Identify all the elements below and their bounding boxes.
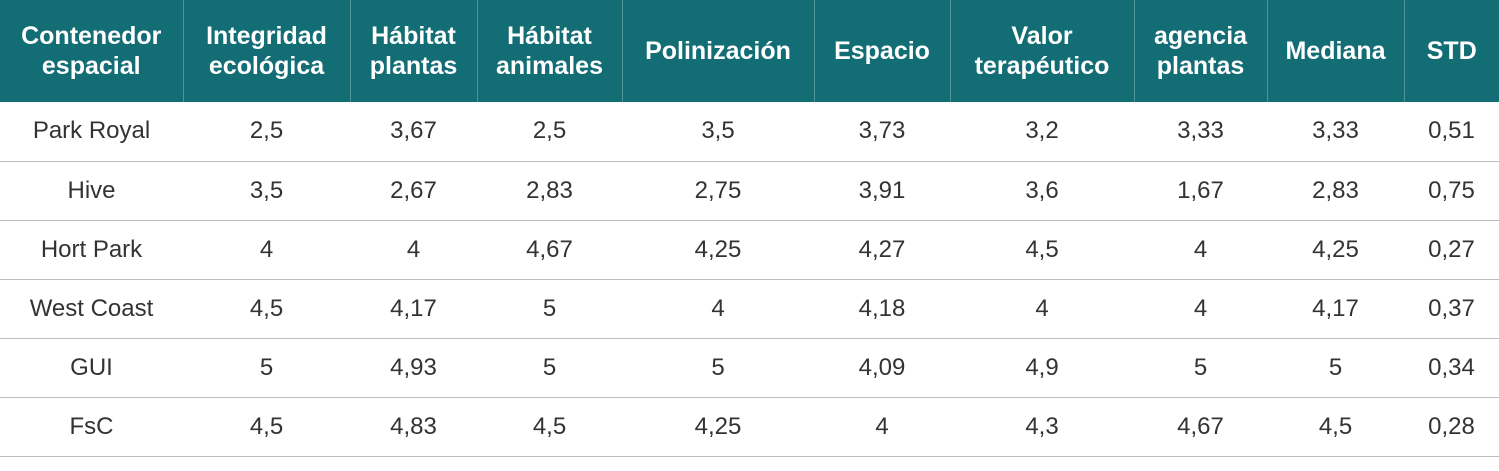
column-header-line: Valor xyxy=(1011,22,1073,50)
table-cell: 0,37 xyxy=(1428,294,1475,322)
table-cell: 4,09 xyxy=(858,353,906,381)
column-header: Espacio xyxy=(814,0,951,102)
column-header-line: plantas xyxy=(1156,52,1245,80)
table-cell: 3,73 xyxy=(858,117,906,145)
table-cell: 0,51 xyxy=(1428,117,1475,145)
table-cell: 5 xyxy=(1193,353,1208,381)
row-label-cell: Park Royal xyxy=(32,117,151,145)
table-body: Park Royal 2,5 3,67 2,5 3,5 3,73 3,2 3,33 3,33 0,… xyxy=(0,102,1499,456)
table-cell: 4 xyxy=(406,235,421,263)
table-row: GUI 5 4,93 5 5 4,09 4,9 5 5 0,34 xyxy=(0,338,1499,397)
row-label-cell: Hive xyxy=(67,176,116,204)
table-cell: 3,6 xyxy=(1025,176,1059,204)
column-header-line: Integridad xyxy=(206,22,327,50)
table-cell: 4,25 xyxy=(694,412,742,440)
column-header: STD xyxy=(1404,0,1499,102)
table-row: Hort Park 4 4 4,67 4,25 4,27 4,5 4 4,25 0,27 xyxy=(0,220,1499,279)
table-cell: 5 xyxy=(1328,353,1343,381)
column-header-line: Espacio xyxy=(834,37,930,65)
table-cell: 4,93 xyxy=(390,353,437,381)
table-cell: 5 xyxy=(711,353,725,381)
table-cell: 3,5 xyxy=(701,117,735,145)
table-cell: 3,33 xyxy=(1177,117,1224,145)
column-header-line: ecológica xyxy=(208,52,325,80)
table-row: West Coast 4,5 4,17 5 4 4,18 4 4 4,17 0,37 xyxy=(0,279,1499,338)
table-cell: 0,34 xyxy=(1428,353,1475,381)
table-cell: 3,5 xyxy=(249,176,284,204)
column-header-line: Hábitat xyxy=(507,22,592,50)
table-cell: 4,5 xyxy=(249,412,284,440)
table-cell: 4,18 xyxy=(858,294,906,322)
column-header: Valor terapéutico xyxy=(950,0,1135,102)
column-header: Integridad ecológica xyxy=(183,0,351,102)
column-header-line: plantas xyxy=(369,52,458,80)
row-label-cell: Hort Park xyxy=(40,235,143,263)
table-row: Park Royal 2,5 3,67 2,5 3,5 3,73 3,2 3,33 3,33 0,… xyxy=(0,102,1499,161)
data-table: Contenedor espacial Integridad ecológica Háb… xyxy=(0,0,1499,456)
table-cell: 3,91 xyxy=(858,176,906,204)
table-cell: 3,33 xyxy=(1312,117,1359,145)
column-header-line: STD xyxy=(1426,37,1477,65)
table-cell: 3,2 xyxy=(1025,117,1059,145)
table-cell: 1,67 xyxy=(1177,176,1224,204)
table-cell: 4 xyxy=(1193,235,1208,263)
table-cell: 4,25 xyxy=(694,235,742,263)
table-cell: 4 xyxy=(1035,294,1049,322)
column-header-line: Contenedor xyxy=(21,22,162,50)
table-row: Hive 3,5 2,67 2,83 2,75 3,91 3,6 1,67 2,83 0,75 xyxy=(0,161,1499,220)
table-row: FsC 4,5 4,83 4,5 4,25 4 4,3 4,67 4,5 0,28 xyxy=(0,397,1499,456)
table-cell: 3,67 xyxy=(390,117,437,145)
column-header-line: Mediana xyxy=(1285,37,1386,65)
table-cell: 4 xyxy=(875,412,889,440)
table-cell: 2,67 xyxy=(390,176,437,204)
table-cell: 4,3 xyxy=(1025,412,1059,440)
column-header-line: animales xyxy=(495,52,603,80)
table-cell: 2,75 xyxy=(694,176,742,204)
table-cell: 4,5 xyxy=(1025,235,1059,263)
column-header-line: Polinización xyxy=(645,37,791,65)
table-cell: 4,27 xyxy=(858,235,906,263)
table-cell: 5 xyxy=(259,353,274,381)
table-cell: 4,5 xyxy=(1318,412,1353,440)
table-cell: 2,5 xyxy=(249,117,284,145)
table-cell: 4,67 xyxy=(526,235,573,263)
table-cell: 2,5 xyxy=(532,117,567,145)
table-cell: 4,83 xyxy=(390,412,437,440)
column-header: Mediana xyxy=(1267,0,1405,102)
table-cell: 0,27 xyxy=(1428,235,1475,263)
table-cell: 5 xyxy=(542,294,557,322)
header-row: Contenedor espacial Integridad ecológica Háb… xyxy=(0,0,1499,102)
table-cell: 4,17 xyxy=(1312,294,1359,322)
column-header: Contenedor espacial xyxy=(0,0,184,102)
table-header: Contenedor espacial Integridad ecológica Háb… xyxy=(0,0,1499,102)
table-cell: 2,83 xyxy=(526,176,573,204)
column-header-line: agencia xyxy=(1153,22,1248,50)
row-label-cell: West Coast xyxy=(29,294,154,322)
table-cell: 4,67 xyxy=(1177,412,1224,440)
row-label-cell: FsC xyxy=(69,412,114,440)
column-header: Hábitat plantas xyxy=(350,0,478,102)
column-header: Hábitat animales xyxy=(477,0,623,102)
table-cell: 4 xyxy=(1193,294,1208,322)
table-cell: 5 xyxy=(542,353,557,381)
table-cell: 0,75 xyxy=(1428,176,1475,204)
table-cell: 4,25 xyxy=(1312,235,1359,263)
table-cell: 0,28 xyxy=(1428,412,1475,440)
table-cell: 4 xyxy=(711,294,725,322)
table-cell: 4,5 xyxy=(532,412,567,440)
table-cell: 4,9 xyxy=(1025,353,1059,381)
column-header-line: Hábitat xyxy=(371,22,456,50)
column-header: agencia plantas xyxy=(1134,0,1268,102)
column-header: Polinización xyxy=(622,0,815,102)
row-label-cell: GUI xyxy=(70,353,113,381)
table-cell: 4,17 xyxy=(390,294,437,322)
column-header-line: terapéutico xyxy=(974,52,1110,80)
table-cell: 4 xyxy=(259,235,274,263)
table-cell: 2,83 xyxy=(1312,176,1359,204)
column-header-line: espacial xyxy=(41,52,141,80)
table-cell: 4,5 xyxy=(249,294,284,322)
